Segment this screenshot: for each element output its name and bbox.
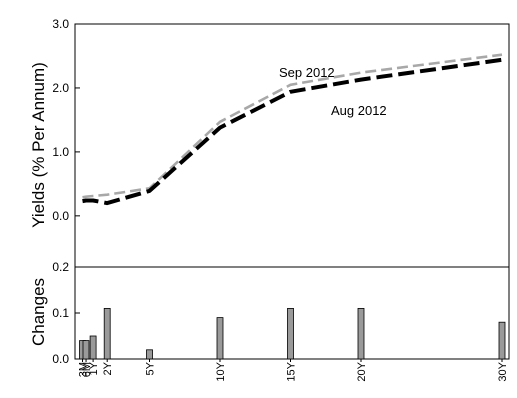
maturity-x-tick-label: 1Y xyxy=(88,361,100,375)
change-bar-30y xyxy=(498,321,506,360)
series-label-sep-2012: Sep 2012 xyxy=(279,65,335,80)
maturity-x-tick-label: 5Y xyxy=(145,361,157,375)
maturity-x-tick-label: 10Y xyxy=(215,361,227,381)
series-label-aug-2012: Aug 2012 xyxy=(331,103,387,118)
yield-series-lines xyxy=(82,53,503,206)
yield-curve-plot-frame xyxy=(74,23,510,268)
change-bar-15y xyxy=(287,307,294,360)
change-bar-20y xyxy=(357,307,365,360)
change-bar-2y xyxy=(103,307,111,360)
maturity-x-tick-label: 3M xyxy=(78,362,90,377)
maturity-x-tick-label: 20Y xyxy=(356,361,368,381)
changes-bars xyxy=(79,307,506,360)
change-bar-10y xyxy=(216,317,224,360)
change-bar-1y xyxy=(89,335,97,360)
yield-y-tick-label: 3.0 xyxy=(52,17,69,31)
maturity-x-tick-label: 15Y xyxy=(286,361,298,381)
changes-y-tick-label: 0.2 xyxy=(52,260,69,274)
changes-y-ticks: 0.2 0.1 0.0 xyxy=(52,260,80,366)
yield-y-axis-title: Yields (% Per Annum) xyxy=(29,62,48,228)
change-bar-6m xyxy=(82,340,90,360)
yield-curve-panel: Yields (% Per Annum) 3.0 2.0 1.0 0.0 Sep 20… xyxy=(29,17,510,268)
yield-y-tick-label: 2.0 xyxy=(52,81,69,95)
maturity-x-tick-label: 2Y xyxy=(102,361,114,375)
maturity-x-tick-label: 30Y xyxy=(497,361,509,381)
changes-y-tick-label: 0.1 xyxy=(52,306,69,320)
series-line-aug-2012 xyxy=(82,57,503,206)
yield-y-tick-label: 1.0 xyxy=(52,145,69,159)
change-bar-5y xyxy=(146,349,153,360)
yield-y-ticks: 3.0 2.0 1.0 0.0 xyxy=(52,17,80,223)
yield-y-tick-label: 0.0 xyxy=(52,209,69,223)
changes-y-tick-label: 0.0 xyxy=(52,352,69,366)
changes-y-axis-title: Changes xyxy=(29,278,48,346)
maturity-x-tick-label: 6M xyxy=(81,362,93,377)
